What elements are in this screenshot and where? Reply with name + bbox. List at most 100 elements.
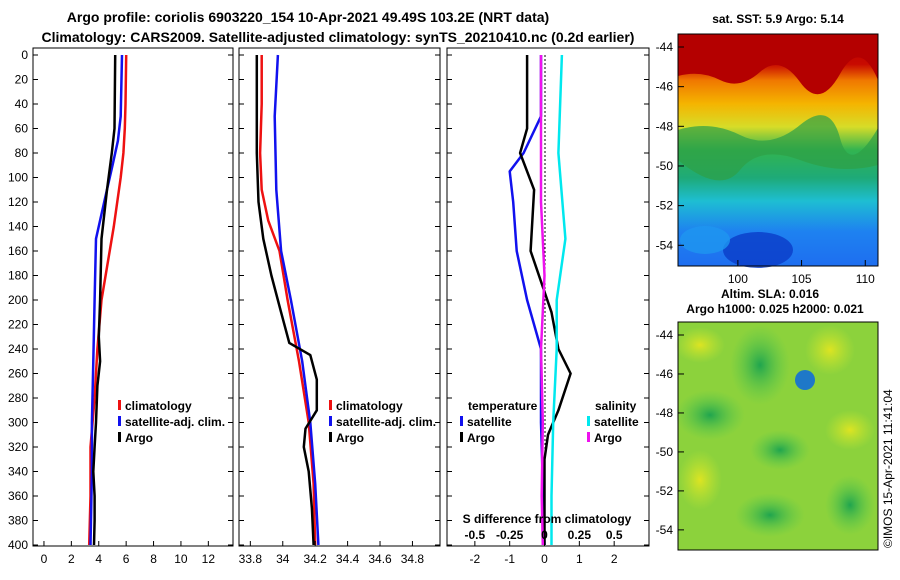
lat-tick-label: -54 <box>656 238 674 252</box>
lat-tick-label: -48 <box>656 119 674 133</box>
series-line-argo <box>539 55 546 546</box>
depth-tick-label: 80 <box>15 146 29 160</box>
salinity-legend: climatology satellite-adj. clim. Argo <box>329 399 436 445</box>
x-tick-label: 10 <box>174 552 188 566</box>
difference-legend-salinity: salinity satellite Argo <box>587 399 639 445</box>
depth-tick-label: 140 <box>8 220 28 234</box>
depth-tick-label: 320 <box>8 440 28 454</box>
legend-label-satellite: satellite-adj. clim. <box>125 415 225 429</box>
lon-tick-label: 100 <box>728 272 748 286</box>
depth-tick-label: 400 <box>8 538 28 552</box>
x-tick-label: 34 <box>276 552 290 566</box>
credit-text: ©IMOS 15-Apr-2021 11:41:04 <box>881 389 895 548</box>
legend-swatch-argo <box>460 432 463 442</box>
legend-swatch-climatology <box>329 400 332 410</box>
x-tick-label: -2 <box>470 552 481 566</box>
sst-map-title: sat. SST: 5.9 Argo: 5.14 <box>712 12 844 26</box>
x-tick-label: 2 <box>611 552 618 566</box>
lat-tick-label: -52 <box>656 484 674 498</box>
lon-tick-label: 110 <box>856 272 875 286</box>
sst-map <box>677 33 879 268</box>
sst-green-band <box>678 115 878 181</box>
sla-green-blob <box>735 493 805 537</box>
depth-tick-label: 340 <box>8 465 28 479</box>
depth-tick-label: 180 <box>8 269 28 283</box>
sla-green-blob <box>825 475 875 535</box>
depth-tick-label: 100 <box>8 171 28 185</box>
s-difference-tick-label: -0.5 <box>465 528 486 542</box>
s-difference-ticks: -0.5 -0.25 0 0.25 0.5 <box>465 528 623 542</box>
depth-tick-label: 40 <box>15 97 29 111</box>
sst-warm-band <box>678 34 878 95</box>
sla-yellow-blob <box>825 410 875 450</box>
depth-tick-label: 120 <box>8 195 28 209</box>
difference-legend-temperature: temperature satellite Argo <box>460 399 538 445</box>
legend-swatch-salinity-argo <box>587 432 590 442</box>
series-line-argo <box>255 55 319 546</box>
legend-title-salinity: salinity <box>595 399 637 413</box>
legend-label-climatology: climatology <box>125 399 192 413</box>
x-tick-label: -1 <box>504 552 515 566</box>
sla-green-blob <box>730 325 790 405</box>
legend-swatch-argo <box>329 432 332 442</box>
legend-label-satellite: satellite <box>467 415 512 429</box>
sla-map-frame <box>677 321 879 551</box>
lat-tick-label: -44 <box>656 328 674 342</box>
sst-cold-patch <box>723 232 793 268</box>
sst-cool-patch <box>680 226 730 254</box>
sst-lon-axis: 100 105 110 <box>728 260 875 286</box>
series-line-satellite-adj-clim- <box>273 54 320 546</box>
title-line-1: Argo profile: coriolis 6903220_154 10-Ap… <box>67 9 549 25</box>
x-tick-label: 34.2 <box>304 552 328 566</box>
legend-label-climatology: climatology <box>336 399 403 413</box>
depth-tick-label: 260 <box>8 367 28 381</box>
sla-green-blob <box>675 390 745 440</box>
salinity-profile-lines <box>255 54 320 546</box>
depth-tick-label: 380 <box>8 514 28 528</box>
lon-tick-label: 105 <box>792 272 812 286</box>
depth-tick-label: 160 <box>8 244 28 258</box>
sst-map-frame <box>677 33 879 267</box>
s-difference-axis-label: S difference from climatology <box>463 512 632 526</box>
x-tick-label: 34.6 <box>368 552 392 566</box>
sla-lat-axis: -44 -46 -48 -50 -52 -54 <box>656 328 684 537</box>
legend-swatch-satellite <box>118 416 121 426</box>
series-line-satellite-adj-clim- <box>89 54 124 546</box>
x-tick-label: 33.8 <box>239 552 263 566</box>
depth-tick-label: 20 <box>15 73 29 87</box>
sla-green-blob <box>750 430 810 470</box>
depth-tick-label: 60 <box>15 122 29 136</box>
series-line-climatology <box>87 54 128 546</box>
sla-yellow-blob <box>678 450 722 510</box>
x-tick-label: 34.8 <box>401 552 425 566</box>
legend-label-salinity-satellite: satellite <box>594 415 639 429</box>
depth-tick-label: 240 <box>8 342 28 356</box>
temperature-legend: climatology satellite-adj. clim. Argo <box>118 399 225 445</box>
legend-swatch-climatology <box>118 400 121 410</box>
depth-tick-label: 0 <box>21 48 28 62</box>
series-line-argo <box>92 54 117 546</box>
x-tick-label: 12 <box>202 552 216 566</box>
temperature-panel-frame <box>32 47 234 547</box>
depth-tick-label: 360 <box>8 489 28 503</box>
x-tick-label: 2 <box>68 552 75 566</box>
lat-tick-label: -52 <box>656 199 674 213</box>
legend-label-argo: Argo <box>336 431 364 445</box>
s-difference-tick-label: 0.5 <box>606 528 623 542</box>
sst-lat-axis: -44 -46 -48 -50 -52 -54 <box>656 40 684 252</box>
title-line-2: Climatology: CARS2009. Satellite-adjuste… <box>42 29 635 45</box>
salinity-panel-frame <box>238 47 441 547</box>
lat-tick-label: -46 <box>656 367 674 381</box>
x-tick-label: 0 <box>41 552 48 566</box>
x-tick-label: 4 <box>95 552 102 566</box>
sla-blue-spot <box>795 370 815 390</box>
legend-swatch-satellite <box>329 416 332 426</box>
depth-axis: 0 20 40 60 80 100 120 140 160 180 200 220 240 260 280 3… <box>8 48 649 552</box>
lat-tick-label: -50 <box>656 159 674 173</box>
x-tick-label: 6 <box>123 552 130 566</box>
s-difference-tick-label: -0.25 <box>496 528 524 542</box>
x-axis-ticks: 0 2 4 6 8 10 12 33.8 34 34.2 34.4 34.6 34.8 -2 -1 0 1 2 <box>41 541 618 566</box>
sla-map-title-1: Altim. SLA: 0.016 <box>721 287 819 301</box>
legend-swatch-satellite <box>460 416 463 426</box>
